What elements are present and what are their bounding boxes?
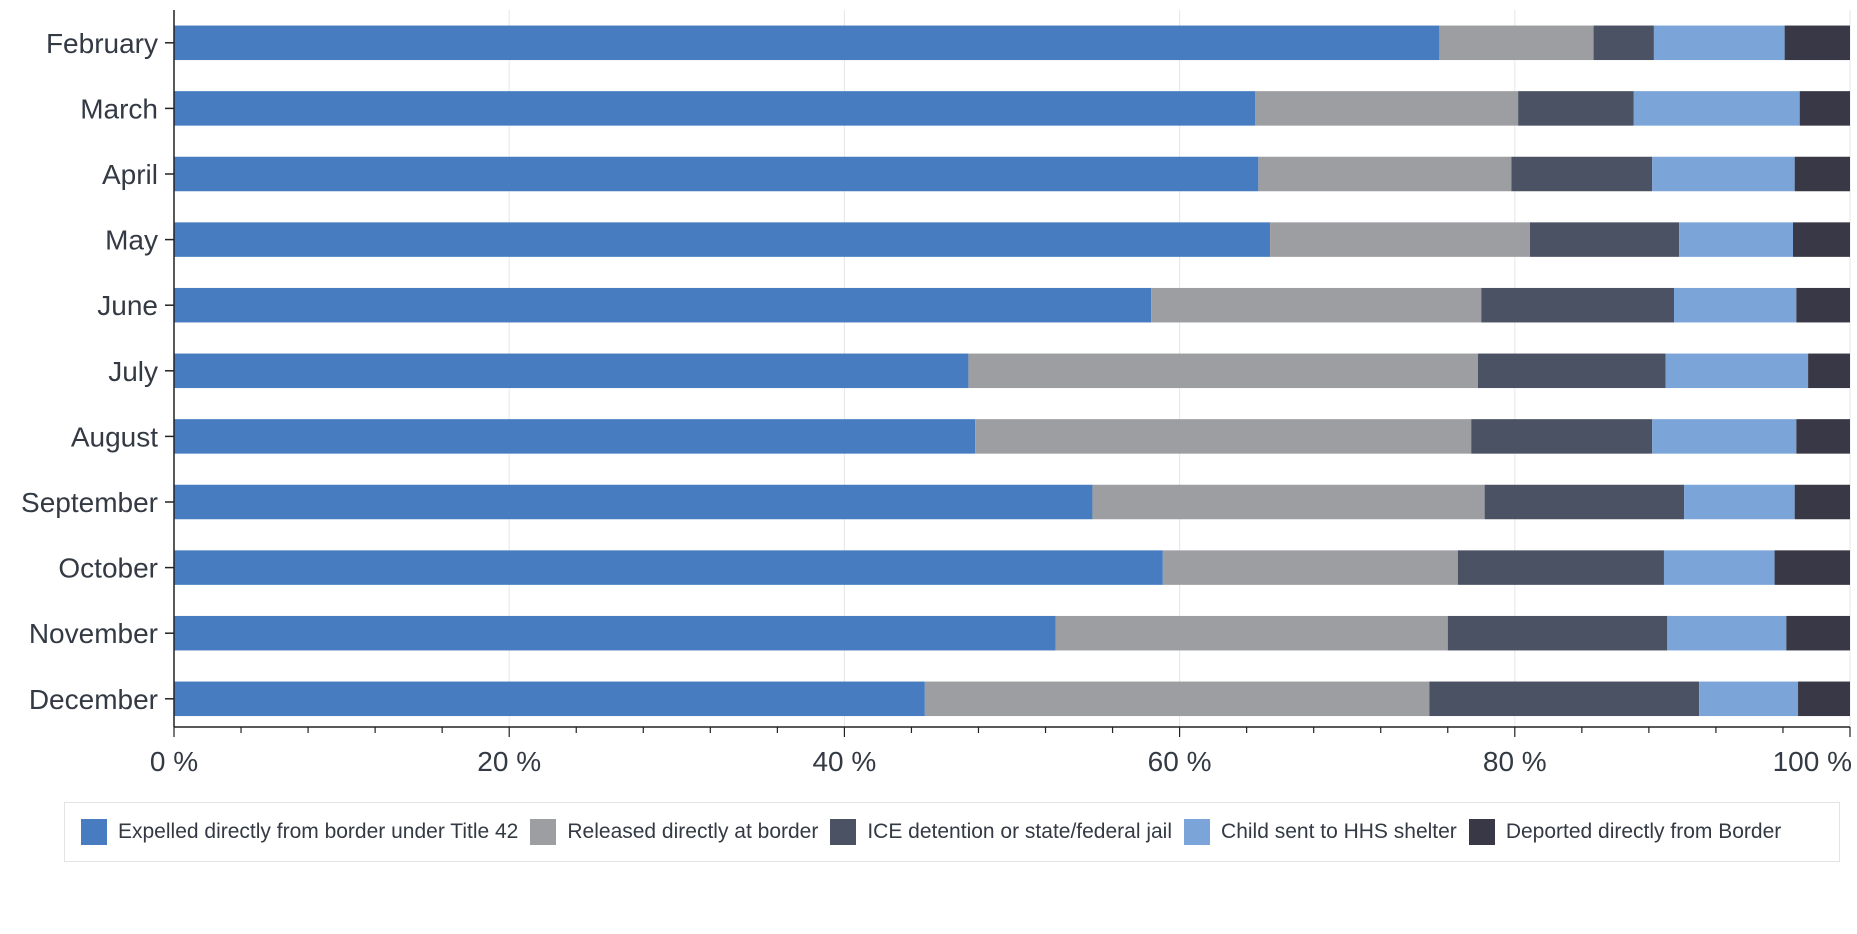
bar-segment [1633,91,1800,126]
y-tick-label: September [21,487,158,518]
legend-item-ice-detention[interactable]: ICE detention or state/federal jail [830,819,1172,845]
bar-segment [174,681,925,717]
bar-segment [174,287,1152,323]
bar-segment [1429,681,1700,717]
bar-segment [1808,353,1850,389]
bar-segment [1162,550,1458,585]
legend-label: Child sent to HHS shelter [1221,820,1457,843]
bar-segment [1784,25,1850,61]
y-tick-label: February [46,28,158,59]
legend-label: ICE detention or state/federal jail [867,820,1173,843]
bar-segment [1799,91,1850,126]
bar-segment [1674,287,1797,323]
bar-segment [1652,156,1795,192]
bar-segment [174,353,969,389]
x-tick-label: 60 % [1148,746,1212,777]
bar-segment [1151,287,1482,323]
bar-segment [1258,156,1512,192]
legend-label: Deported directly from Border [1505,820,1782,843]
bar-segment [174,550,1163,585]
legend-swatch [1184,819,1211,845]
x-tick-label: 40 % [812,746,876,777]
bar-segment [1457,550,1664,585]
bar-segment [1092,484,1485,520]
y-tick-label: May [105,225,158,256]
bar-segment [1663,550,1775,585]
bar-segment [1593,25,1654,61]
bar-segment [968,353,1478,389]
bar-segment [975,419,1472,454]
bar-segment [1481,287,1675,323]
bar-segment [1653,25,1785,61]
bar-segment [1518,91,1634,126]
x-tick-label: 80 % [1483,746,1547,777]
bar-segment [1439,25,1594,61]
y-tick-label: March [80,93,158,124]
bar-segment [1255,91,1519,126]
bar-segment [1786,615,1850,651]
y-tick-label: April [102,159,158,190]
bar-segment [174,419,976,454]
bar-segment [1793,222,1850,257]
legend-item-released[interactable]: Released directly at border [530,819,818,845]
y-tick-label: July [108,356,158,387]
bar-segment [924,681,1430,717]
bar-segment [174,484,1093,520]
bar-segment [174,156,1259,192]
bar-segment [1270,222,1530,257]
bar-segment [1477,353,1666,389]
y-tick-label: June [97,290,158,321]
legend-label: Released directly at border [567,820,819,843]
y-tick-label: December [29,684,158,715]
x-tick-label: 100 % [1773,746,1852,777]
bar-segment [1447,615,1668,651]
bar-segment [174,91,1256,126]
bar-segment [1511,156,1653,192]
legend-item-hhs-shelter[interactable]: Child sent to HHS shelter [1184,819,1457,845]
bar-segment [174,25,1440,61]
y-tick-label: November [29,618,158,649]
bar-segment [1684,484,1795,520]
legend-label: Expelled directly from border under Titl… [118,820,519,843]
x-tick-label: 20 % [477,746,541,777]
bar-segment [174,222,1271,257]
legend-swatch [81,819,107,845]
bar-segment [1679,222,1794,257]
bar-segment [1471,419,1653,454]
legend-item-deported[interactable]: Deported directly from Border [1468,819,1782,845]
legend-swatch [1468,819,1495,845]
bar-segment [1652,419,1797,454]
bar-segment [1665,353,1809,389]
x-tick-label: 0 % [150,746,198,777]
bar-segment [1798,681,1850,717]
bar-segment [1796,419,1850,454]
y-tick-label: August [71,421,158,452]
bar-segment [1699,681,1799,717]
bar-segment [1796,287,1850,323]
legend-item-expelled[interactable]: Expelled directly from border under Titl… [81,819,518,845]
bar-segment [1529,222,1680,257]
legend-swatch [830,819,857,845]
chart-legend: Expelled directly from border under Titl… [64,802,1840,862]
bar-segment [174,615,1056,651]
bar-segment [1667,615,1787,651]
bar-segment [1794,156,1850,192]
legend-swatch [530,819,557,845]
y-tick-label: October [58,553,158,584]
bar-segment [1484,484,1685,520]
bar-segment [1794,484,1850,520]
bar-segment [1774,550,1850,585]
bar-segment [1055,615,1448,651]
